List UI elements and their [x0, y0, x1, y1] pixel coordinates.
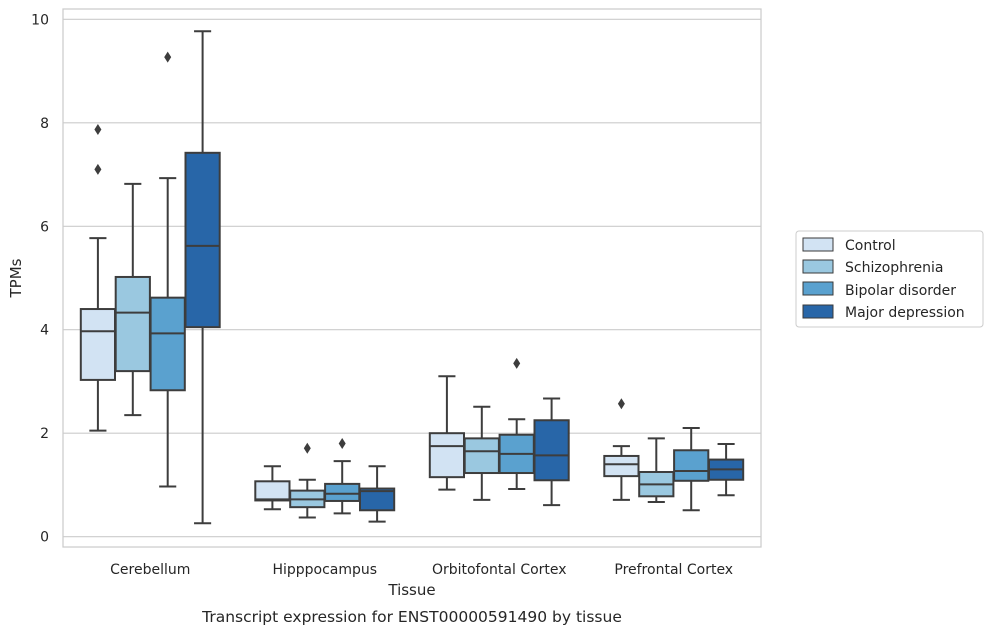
iqr-box-major-depression-hipppocampus	[358, 487, 396, 512]
box-schizophrenia-cerebellum	[114, 182, 151, 417]
y-tick-label-0: 0	[40, 530, 49, 546]
iqr-box-bipolar-disorder-prefrontal-cortex	[673, 449, 710, 482]
outlier-control-cerebellum-0	[94, 163, 102, 175]
iqr-box-control-orbitofontal-cortex	[428, 432, 466, 479]
legend: Control Schizophrenia Bipolar disorder M…	[795, 230, 984, 328]
y-tick-label-4: 4	[40, 323, 49, 339]
legend-item-bipolar-disorder: Bipolar disorder	[802, 281, 956, 299]
box-bipolar-disorder-prefrontal-cortex	[673, 427, 710, 512]
x-axis-label: Tissue	[387, 581, 435, 599]
plot-frame	[62, 8, 762, 548]
x-tick-label-orbitofontal-cortex: Orbitofontal Cortex	[432, 562, 567, 578]
boxes	[79, 30, 745, 525]
legend-swatch-bipolar-disorder	[802, 281, 834, 296]
outlier-bipolar-disorder-hipppocampus-0	[338, 438, 346, 450]
legend-item-control: Control	[802, 237, 896, 254]
legend-label-major-depression: Major depression	[845, 305, 965, 321]
y-tick-label-2: 2	[40, 426, 49, 442]
x-tick-labels: Cerebellum Hipppocampus Orbitofontal Corte…	[110, 562, 733, 578]
box-control-hipppocampus	[254, 465, 291, 511]
outlier-schizophrenia-hipppocampus-0	[303, 442, 311, 454]
box-major-depression-hipppocampus	[358, 465, 396, 523]
legend-swatch-control	[802, 237, 834, 252]
box-major-depression-cerebellum	[184, 30, 221, 525]
x-tick-label-hipppocampus: Hipppocampus	[272, 562, 377, 578]
outlier-bipolar-disorder-orbitofontal-cortex-0	[513, 357, 521, 369]
y-tick-label-10: 10	[31, 12, 49, 28]
chart-caption: Transcript expression for ENST0000059149…	[201, 608, 622, 626]
iqr-box-control-cerebellum	[79, 308, 117, 381]
y-tick-labels: 0 2 4 6 8 10	[31, 12, 49, 545]
outlier-control-prefrontal-cortex-0	[617, 398, 625, 410]
box-bipolar-disorder-cerebellum	[149, 51, 186, 488]
legend-item-schizophrenia: Schizophrenia	[802, 259, 943, 276]
legend-label-bipolar-disorder: Bipolar disorder	[845, 283, 956, 299]
iqr-box-schizophrenia-orbitofontal-cortex	[463, 437, 500, 475]
box-major-depression-orbitofontal-cortex	[533, 397, 570, 507]
legend-item-major-depression: Major depression	[802, 304, 965, 321]
x-tick-label-cerebellum: Cerebellum	[110, 562, 190, 578]
box-bipolar-disorder-hipppocampus	[324, 438, 361, 515]
x-tick-label-prefrontal-cortex: Prefrontal Cortex	[614, 562, 733, 578]
box-schizophrenia-orbitofontal-cortex	[463, 405, 500, 501]
box-control-prefrontal-cortex	[603, 398, 640, 501]
box-control-orbitofontal-cortex	[428, 375, 466, 491]
box-control-cerebellum	[79, 124, 117, 432]
legend-label-schizophrenia: Schizophrenia	[845, 260, 943, 276]
iqr-box-schizophrenia-cerebellum	[114, 275, 151, 373]
outlier-bipolar-disorder-cerebellum-0	[164, 51, 172, 63]
legend-frame	[795, 230, 984, 328]
y-tick-label-6: 6	[40, 219, 49, 235]
box-schizophrenia-prefrontal-cortex	[638, 437, 675, 503]
legend-swatch-schizophrenia	[802, 259, 834, 274]
legend-swatch-major-depression	[802, 304, 834, 319]
iqr-box-major-depression-orbitofontal-cortex	[533, 419, 570, 482]
iqr-box-bipolar-disorder-hipppocampus	[324, 482, 361, 502]
iqr-box-control-hipppocampus	[254, 480, 291, 502]
iqr-box-bipolar-disorder-cerebellum	[149, 296, 186, 392]
outlier-control-cerebellum-1	[94, 124, 102, 136]
box-schizophrenia-hipppocampus	[289, 442, 326, 519]
iqr-box-control-prefrontal-cortex	[603, 454, 640, 478]
y-axis-label: TPMs	[7, 258, 25, 298]
box-major-depression-prefrontal-cortex	[707, 443, 745, 497]
box-bipolar-disorder-orbitofontal-cortex	[498, 357, 535, 491]
iqr-box-major-depression-cerebellum	[184, 151, 221, 329]
legend-label-control: Control	[845, 238, 896, 254]
y-tick-label-8: 8	[40, 116, 49, 132]
